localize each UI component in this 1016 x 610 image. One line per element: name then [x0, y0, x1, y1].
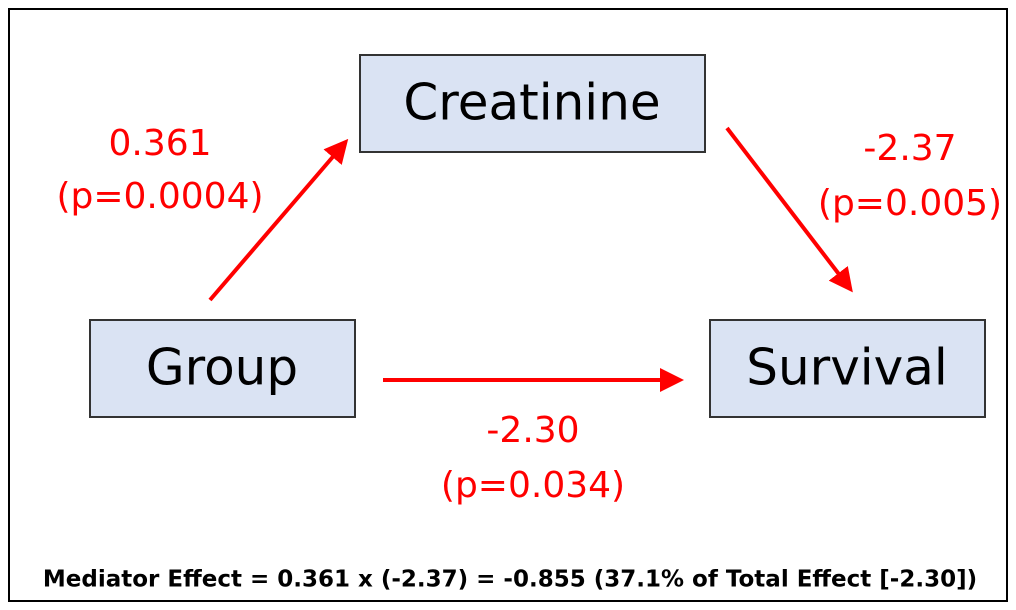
node-box — [709, 319, 986, 418]
edge-p-value: (p=0.0004) — [56, 176, 263, 217]
edge-p-value: (p=0.005) — [818, 183, 1002, 224]
edge-p-value: (p=0.034) — [441, 465, 625, 506]
node-label: Group — [146, 339, 298, 397]
edge-coefficient: 0.361 — [108, 123, 211, 164]
node-box — [359, 54, 706, 153]
node-box — [89, 319, 356, 418]
edge-coefficient: -2.30 — [486, 410, 579, 451]
footer: Mediator Effect = 0.361 x (-2.37) = -0.8… — [43, 567, 977, 593]
arrow — [208, 138, 349, 302]
node-label: Creatinine — [403, 74, 660, 132]
edge-coefficient: -2.37 — [863, 128, 956, 169]
arrow — [725, 126, 853, 293]
node-label: Survival — [746, 339, 948, 397]
